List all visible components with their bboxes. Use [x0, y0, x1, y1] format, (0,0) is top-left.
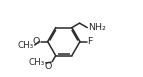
- Text: CH₃: CH₃: [29, 58, 45, 67]
- Text: F: F: [88, 37, 93, 46]
- Text: NH₂: NH₂: [88, 23, 106, 32]
- Text: O: O: [45, 62, 52, 71]
- Text: O: O: [33, 37, 40, 46]
- Text: CH₃: CH₃: [18, 41, 34, 50]
